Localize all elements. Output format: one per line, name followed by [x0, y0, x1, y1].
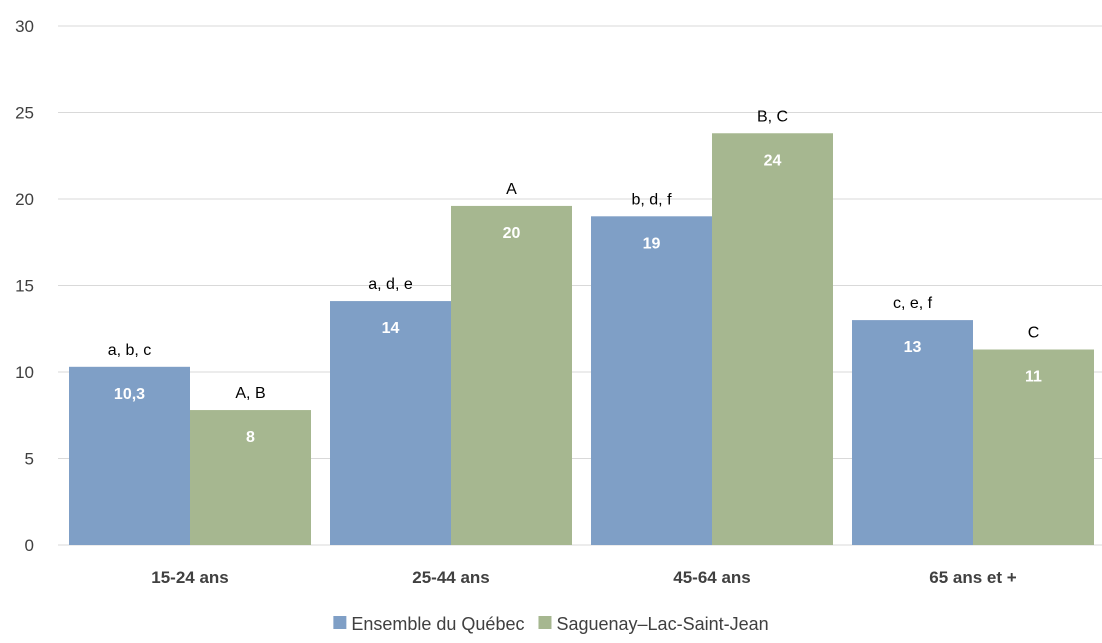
- legend-swatch-1: [333, 616, 347, 629]
- bar-1-1: [69, 366, 190, 545]
- value-label-2-1: 8: [246, 429, 255, 446]
- legend-label-2: Saguenay–Lac-Saint-Jean: [556, 614, 768, 634]
- category-label-2: 25-44 ans: [412, 568, 490, 587]
- x-axis-categories: 15-24 ans 25-44 ans 45-64 ans 65 ans et +: [151, 568, 1017, 587]
- legend-item-2: Saguenay–Lac-Saint-Jean: [538, 614, 769, 634]
- y-tick-label-10: 10: [15, 363, 34, 382]
- y-axis-ticks: 0 5 10 15 20 25 30: [15, 17, 34, 555]
- value-label-2-2: 20: [503, 225, 521, 242]
- annotation-1-1: a, b, c: [108, 342, 152, 359]
- bar-1-3: [591, 216, 712, 546]
- annotation-2-4: C: [1028, 325, 1040, 342]
- bar-2-3: [712, 133, 833, 545]
- bars: [69, 133, 1094, 546]
- legend-label-1: Ensemble du Québec: [351, 614, 524, 634]
- value-label-1-2: 14: [382, 320, 400, 337]
- annotation-1-4: c, e, f: [893, 295, 933, 312]
- bar-1-2: [330, 301, 451, 545]
- bar-2-4: [973, 349, 1094, 545]
- bar-2-2: [451, 205, 572, 546]
- value-label-1-4: 13: [904, 339, 922, 356]
- y-tick-label-0: 0: [25, 536, 34, 555]
- y-tick-label-25: 25: [15, 104, 34, 123]
- legend-swatch-2: [538, 616, 552, 629]
- category-label-1: 15-24 ans: [151, 568, 229, 587]
- y-tick-label-20: 20: [15, 190, 34, 209]
- y-tick-label-30: 30: [15, 17, 34, 36]
- value-label-2-4: 11: [1025, 369, 1042, 386]
- category-label-4: 65 ans et +: [929, 568, 1016, 587]
- annotation-1-2: a, d, e: [368, 276, 413, 293]
- legend-item-1: Ensemble du Québec: [333, 614, 524, 634]
- value-label-1-3: 19: [643, 235, 661, 252]
- bar-1-4: [852, 320, 973, 545]
- data-labels: 10,3 a, b, c 8 A, B 14 a, d, e 20 A 19 b, d, f 24 B…: [108, 108, 1042, 446]
- category-label-3: 45-64 ans: [673, 568, 751, 587]
- annotation-1-3: b, d, f: [631, 191, 672, 208]
- value-label-1-1: 10,3: [114, 386, 145, 403]
- annotation-2-2: A: [506, 181, 517, 198]
- value-label-2-3: 24: [764, 152, 782, 169]
- y-tick-label-15: 15: [15, 277, 34, 296]
- bar-2-1: [190, 410, 311, 545]
- y-tick-label-5: 5: [25, 450, 34, 469]
- annotation-2-1: A, B: [235, 385, 265, 402]
- legend: Ensemble du Québec Saguenay–Lac-Saint-Jea…: [333, 614, 769, 634]
- annotation-2-3: B, C: [757, 108, 788, 125]
